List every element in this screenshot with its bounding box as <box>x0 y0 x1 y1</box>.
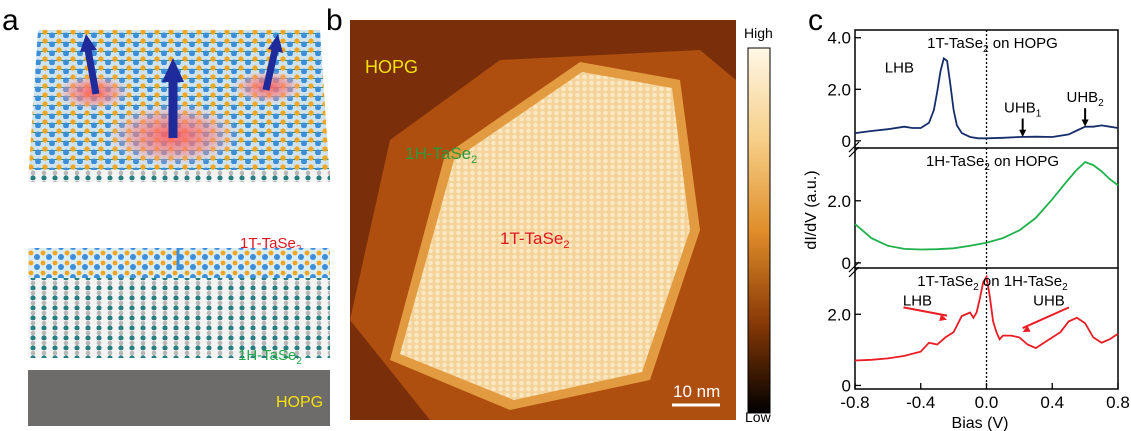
annotation-arrowhead <box>1019 129 1027 137</box>
x-tick-label: 0.0 <box>975 393 999 412</box>
spectra-chart: 0 2.0 4.0 1T-TaSe2 on HOPG LHB UHB1 UHB2 0 2.0 1H… <box>803 29 1130 431</box>
annotation-label: UHB <box>1033 292 1065 309</box>
colorbar-low-label: Low <box>745 409 772 425</box>
x-tick-label: 0.4 <box>1040 393 1064 412</box>
label-hopg-a: HOPG <box>276 394 323 411</box>
scale-bar-label: 10 nm <box>673 382 720 401</box>
x-axis-title: Bias (V) <box>952 415 1009 431</box>
label-hopg-b: HOPG <box>365 57 418 77</box>
annotation-arrowhead <box>1022 325 1031 333</box>
panel-label-b: b <box>326 4 343 37</box>
annotation-label: LHB <box>903 292 932 309</box>
y-tick-label: 2.0 <box>827 305 851 324</box>
series-line <box>854 160 1119 251</box>
y-tick-label: 0 <box>842 376 851 395</box>
colorbar-gradient <box>747 47 771 414</box>
series-title: 1H-TaSe2 on HOPG <box>926 153 1059 173</box>
y-tick-label: 0 <box>842 254 851 273</box>
panel-label-c: c <box>808 4 823 37</box>
x-tick-label: -0.4 <box>906 393 935 412</box>
panel-label-a: a <box>2 4 19 37</box>
y-tick-label: 4.0 <box>827 29 851 48</box>
label-1H-TaSe2-b: 1H-TaSe2 <box>405 144 477 166</box>
annotation-label: UHB1 <box>1004 99 1042 119</box>
series-title: 1T-TaSe2 on 1H-TaSe2 <box>917 273 1068 293</box>
annotation-label: UHB2 <box>1067 89 1105 109</box>
spin-arrow-icon <box>262 34 283 91</box>
series-line <box>854 274 1119 362</box>
label-1T-TaSe2-b: 1T-TaSe2 <box>500 229 569 251</box>
x-tick-label: -0.8 <box>840 393 869 412</box>
series-title: 1T-TaSe2 on HOPG <box>927 35 1058 55</box>
y-tick-label: 0 <box>842 132 851 151</box>
bilayer-side-view <box>28 248 330 358</box>
annotation-arrow <box>1022 306 1070 329</box>
spin-arrow-icon <box>80 34 100 95</box>
stm-image <box>350 20 736 420</box>
spin-arrow-icon <box>162 58 184 138</box>
annotation-arrowhead <box>939 314 948 322</box>
annotation-label: LHB <box>885 60 914 77</box>
stm-image-panel: HOPG 1H-TaSe2 1T-TaSe2 10 nm <box>350 20 736 420</box>
y-tick-label: 2.0 <box>827 80 851 99</box>
lattice-top-view <box>28 30 330 182</box>
annotation-arrowhead <box>1081 119 1089 127</box>
y-tick-label: 2.0 <box>827 192 851 211</box>
axis-break-mark <box>848 141 860 153</box>
y-axis-title: dI/dV (a.u.) <box>803 170 820 249</box>
colorbar-high-label: High <box>744 25 773 41</box>
hopg-substrate <box>28 370 330 426</box>
axis-break-mark <box>848 261 860 273</box>
annotation-arrow <box>903 306 948 317</box>
series-line <box>854 56 1119 140</box>
schematic-panel: 1T-TaSe2 1H-TaSe2 HOPG <box>28 30 330 426</box>
axis-break-mark <box>848 266 860 278</box>
label-1H-TaSe2: 1H-TaSe2 <box>238 347 302 367</box>
axis-break-mark <box>848 146 860 158</box>
x-tick-label: 0.8 <box>1106 393 1130 412</box>
colorbar: High Low <box>744 25 773 425</box>
